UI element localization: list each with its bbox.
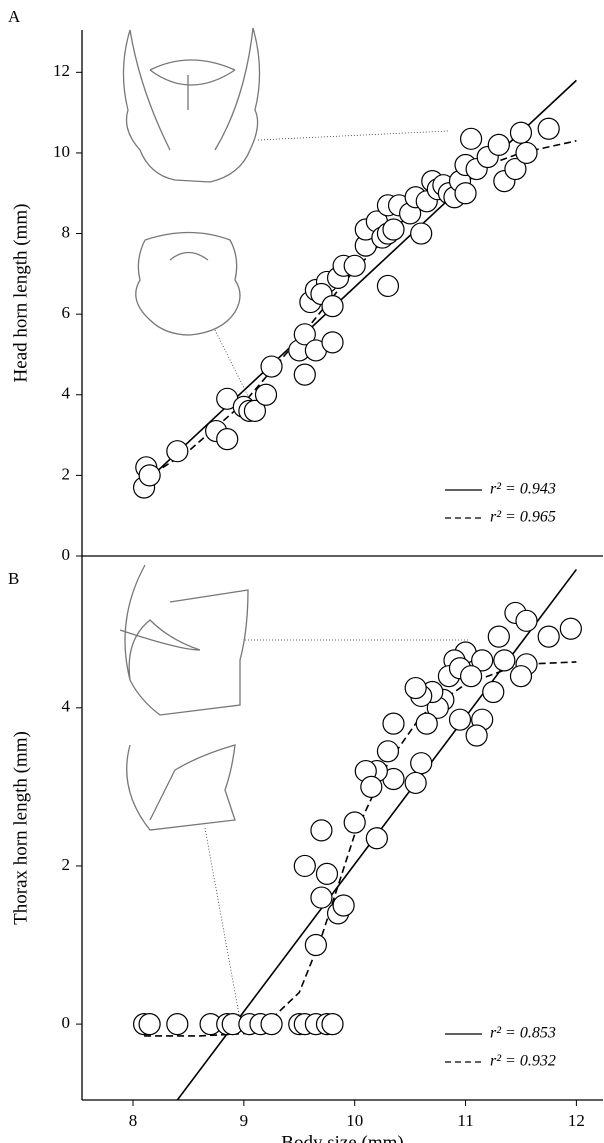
y-tick-label: 2 [62, 855, 71, 874]
plot-area [132, 568, 582, 1100]
y-axis-label: Head horn length (mm) [10, 204, 31, 383]
y-tick-label: 6 [62, 303, 71, 322]
point [382, 218, 405, 241]
point [465, 724, 488, 747]
point [304, 933, 327, 957]
point [404, 771, 427, 795]
point [365, 827, 388, 850]
legend-label: r² = 0.853 [490, 1025, 556, 1042]
y-tick-label: 8 [62, 222, 71, 241]
legend-label: r² = 0.943 [490, 481, 556, 498]
thorax-horn-large [119, 564, 249, 716]
point [260, 1012, 283, 1036]
x-tick-label: 9 [240, 1111, 249, 1130]
panel-label: B [8, 569, 19, 588]
point [382, 712, 405, 735]
point [504, 157, 527, 181]
point [509, 665, 533, 688]
point [293, 323, 316, 346]
y-tick-label: 10 [53, 142, 70, 161]
point [404, 676, 427, 700]
point [343, 254, 366, 277]
point [138, 464, 161, 487]
thorax-horn-small [126, 744, 236, 831]
point [487, 625, 510, 648]
point [343, 811, 366, 834]
point [515, 141, 538, 165]
connector [257, 130, 449, 141]
point [459, 127, 483, 150]
point [471, 649, 494, 672]
connector [214, 329, 251, 401]
y-axis-label: Thorax horn length (mm) [10, 731, 31, 925]
panel-label: A [8, 7, 21, 26]
point [537, 625, 560, 648]
point [315, 862, 339, 885]
point [166, 440, 189, 463]
point [310, 819, 333, 842]
point [376, 740, 400, 763]
point [332, 894, 355, 917]
point [376, 274, 400, 298]
point [509, 121, 533, 144]
legend-label: r² = 0.932 [490, 1053, 556, 1070]
point [515, 609, 538, 632]
legend-label: r² = 0.965 [490, 509, 556, 526]
point [243, 399, 267, 422]
point [310, 886, 333, 909]
y-tick-label: 4 [62, 384, 71, 403]
point [482, 680, 505, 704]
point [216, 428, 239, 451]
point [254, 383, 278, 406]
point [321, 331, 344, 354]
point [410, 752, 433, 775]
head-horn-large [122, 27, 261, 183]
point [260, 355, 283, 378]
y-tick-label: 0 [62, 1013, 71, 1032]
point [138, 1012, 161, 1036]
point [493, 649, 516, 672]
point [321, 294, 344, 318]
point [360, 775, 383, 798]
point [321, 1012, 344, 1036]
point [293, 854, 316, 878]
illustrations [119, 27, 470, 1021]
x-axis-label: Body size (mm) [281, 1132, 403, 1143]
point [448, 708, 472, 731]
point [410, 222, 433, 245]
point [537, 117, 560, 140]
y-tick-label: 12 [53, 61, 70, 80]
y-tick-label: 2 [62, 464, 71, 483]
y-tick-label: 0 [62, 545, 71, 564]
point [459, 665, 483, 688]
connector [204, 827, 241, 1021]
x-tick-label: 11 [457, 1111, 473, 1130]
point [415, 712, 438, 735]
x-tick-label: 8 [129, 1111, 138, 1130]
x-tick-label: 10 [346, 1111, 363, 1130]
point [293, 363, 316, 386]
x-tick-label: 12 [568, 1111, 585, 1130]
plot-area [132, 79, 577, 499]
y-tick-label: 4 [62, 697, 71, 716]
point [454, 182, 477, 205]
head-horn-small [135, 231, 241, 336]
point [559, 617, 582, 640]
point [487, 133, 510, 156]
point [166, 1012, 189, 1036]
